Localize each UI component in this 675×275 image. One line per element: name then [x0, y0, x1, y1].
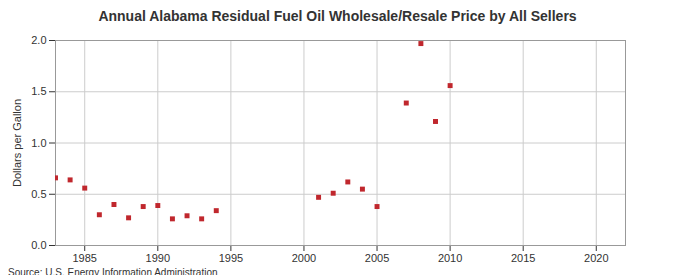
- svg-text:0.5: 0.5: [31, 188, 46, 200]
- svg-text:1.0: 1.0: [31, 137, 46, 149]
- svg-text:1995: 1995: [219, 252, 243, 264]
- svg-text:2000: 2000: [292, 252, 316, 264]
- svg-text:1990: 1990: [146, 252, 170, 264]
- svg-text:2005: 2005: [365, 252, 389, 264]
- svg-text:2020: 2020: [584, 252, 608, 264]
- svg-text:2.0: 2.0: [31, 34, 46, 46]
- svg-text:2010: 2010: [438, 252, 462, 264]
- svg-text:Dollars per Gallon: Dollars per Gallon: [11, 99, 23, 187]
- svg-text:2015: 2015: [511, 252, 535, 264]
- svg-text:0.0: 0.0: [31, 239, 46, 251]
- svg-text:1985: 1985: [72, 252, 96, 264]
- svg-text:1.5: 1.5: [31, 85, 46, 97]
- html-text:Annual Alabama Residual Fuel O: Annual Alabama Residual Fuel Oil Wholesa…: [98, 8, 577, 24]
